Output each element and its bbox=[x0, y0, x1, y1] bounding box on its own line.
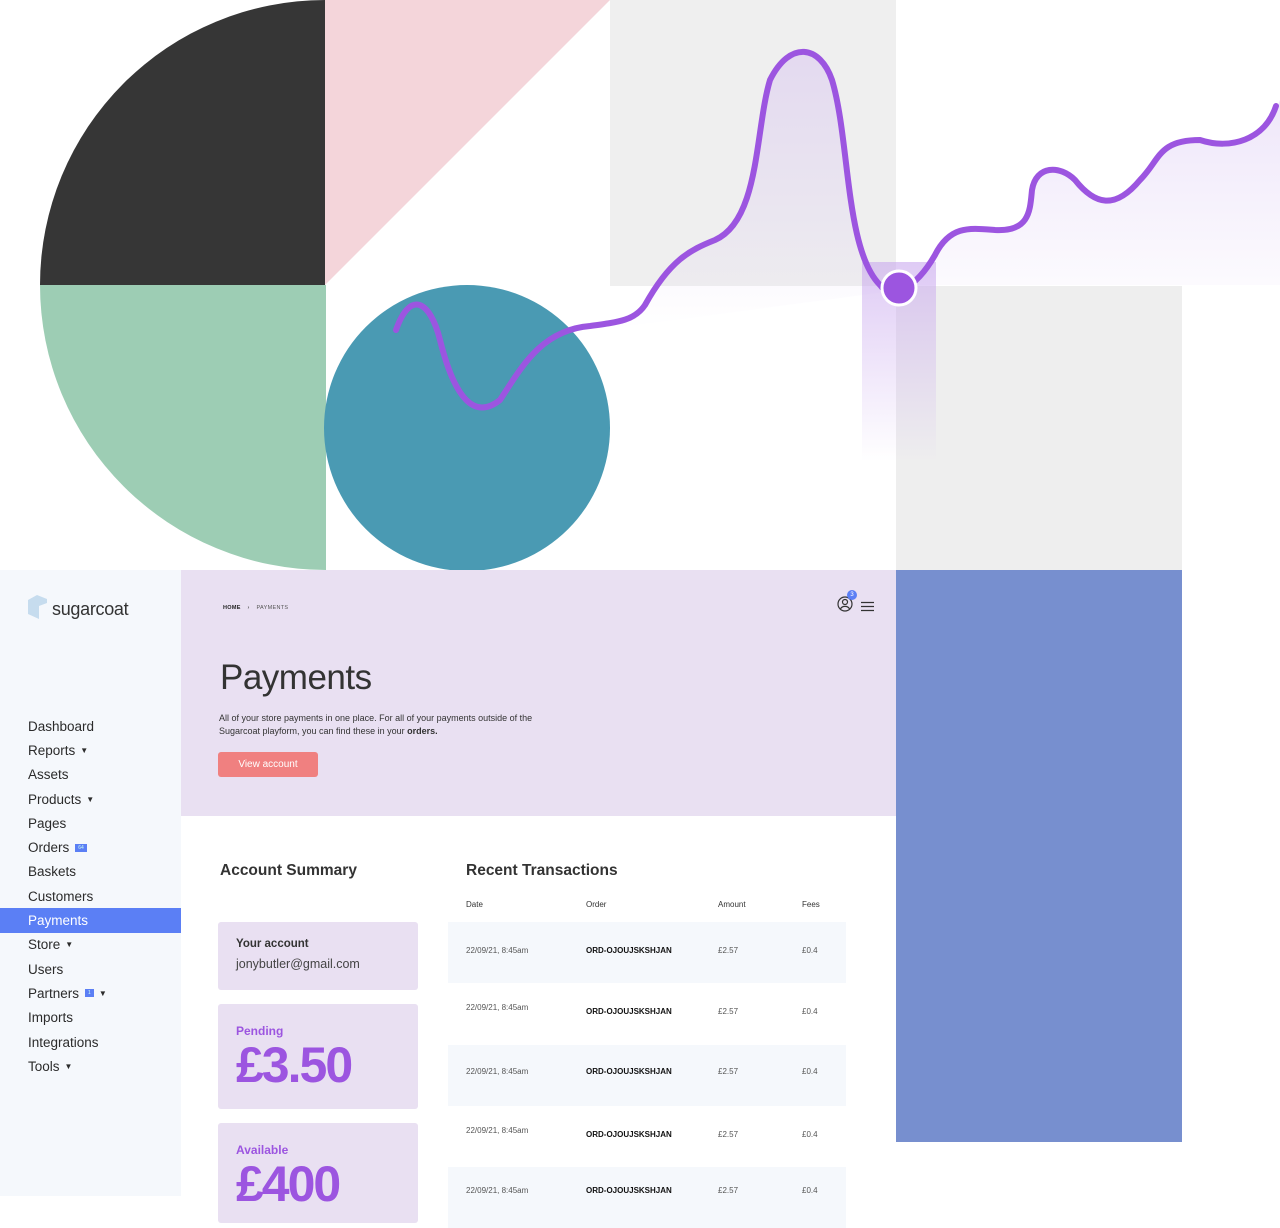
sidebar-item-payments[interactable]: Payments bbox=[0, 908, 181, 933]
sidebar-item-label: Users bbox=[28, 961, 64, 977]
sidebar: sugarcoat Dashboard Reports ▼ Assets Product… bbox=[0, 570, 181, 1196]
account-label: Your account bbox=[236, 938, 309, 950]
sidebar-item-tools[interactable]: Tools ▼ bbox=[0, 1054, 181, 1078]
table-row[interactable]: 22/09/21, 8:45am ORD-OJOUJSKSHJAN £2.57 £0.… bbox=[448, 922, 846, 983]
amount-cell: £2.57 bbox=[718, 1067, 739, 1076]
sidebar-item-users[interactable]: Users bbox=[0, 957, 181, 981]
decorative-blue-panel bbox=[896, 570, 1182, 1142]
table-row[interactable]: 22/09/21, 8:45am ORD-OJOUJSKSHJAN £2.57 £0.… bbox=[448, 983, 846, 1044]
your-account-card: Your account jonybutler@gmail.com bbox=[218, 922, 418, 990]
sugarcoat-logo-icon bbox=[28, 595, 47, 619]
sidebar-item-label: Integrations bbox=[28, 1034, 99, 1050]
orders-link[interactable]: orders. bbox=[407, 726, 438, 736]
sidebar-item-label: Orders bbox=[28, 840, 70, 856]
recent-transactions-title: Recent Transactions bbox=[466, 862, 618, 879]
breadcrumb-current: PAYMENTS bbox=[256, 605, 289, 611]
caret-down-icon: ▼ bbox=[64, 1061, 73, 1071]
hamburger-menu-icon[interactable] bbox=[861, 601, 874, 612]
sidebar-item-products[interactable]: Products ▼ bbox=[0, 787, 181, 811]
sidebar-item-label: Reports bbox=[28, 742, 76, 758]
caret-down-icon: ▼ bbox=[98, 988, 107, 998]
brand-name: sugarcoat bbox=[52, 599, 129, 619]
sidebar-item-pages[interactable]: Pages bbox=[0, 811, 181, 835]
pending-value: £3.50 bbox=[236, 1037, 353, 1093]
breadcrumb-home[interactable]: HOME bbox=[223, 605, 241, 611]
sidebar-item-label: Payments bbox=[28, 913, 89, 929]
available-card: Available £400 bbox=[218, 1123, 418, 1223]
sidebar-item-customers[interactable]: Customers bbox=[0, 884, 181, 908]
sidebar-item-label: Imports bbox=[28, 1010, 74, 1026]
caret-down-icon: ▼ bbox=[86, 794, 95, 804]
available-label: Available bbox=[236, 1143, 289, 1157]
sidebar-item-baskets[interactable]: Baskets bbox=[0, 860, 181, 884]
logo: sugarcoat bbox=[26, 594, 129, 620]
amount-cell: £2.57 bbox=[718, 1130, 739, 1139]
breadcrumb: HOME › PAYMENTS bbox=[223, 605, 288, 611]
sidebar-item-label: Customers bbox=[28, 888, 94, 904]
sidebar-item-label: Dashboard bbox=[28, 718, 95, 734]
column-header-order: Order bbox=[586, 900, 607, 909]
page-header: HOME › PAYMENTS 3 Payments All of your s… bbox=[181, 570, 896, 816]
sidebar-item-orders[interactable]: Orders 64 bbox=[0, 835, 181, 859]
column-header-date: Date bbox=[466, 900, 483, 909]
hero-illustration bbox=[40, 0, 1280, 570]
notification-badge: 3 bbox=[847, 590, 857, 600]
available-value: £400 bbox=[236, 1156, 341, 1212]
order-cell: ORD-OJOUJSKSHJAN bbox=[586, 1186, 672, 1195]
sidebar-item-label: Store bbox=[28, 937, 61, 953]
user-icon bbox=[837, 596, 853, 612]
pending-label: Pending bbox=[236, 1024, 284, 1038]
count-badge: 1 bbox=[85, 989, 94, 998]
date-cell: 22/09/21, 8:45am bbox=[466, 946, 529, 955]
sidebar-item-imports[interactable]: Imports bbox=[0, 1006, 181, 1030]
caret-down-icon: ▼ bbox=[65, 940, 74, 950]
page-description: All of your store payments in one place.… bbox=[219, 713, 533, 736]
date-cell: 22/09/21, 8:45am bbox=[466, 1003, 529, 1012]
sidebar-item-label: Assets bbox=[28, 767, 69, 783]
sidebar-item-partners[interactable]: Partners 1 ▼ bbox=[0, 981, 181, 1005]
date-cell: 22/09/21, 8:45am bbox=[466, 1126, 529, 1135]
amount-cell: £2.57 bbox=[718, 946, 739, 955]
table-row[interactable]: 22/09/21, 8:45am ORD-OJOUJSKSHJAN £2.57 £0.… bbox=[448, 1106, 846, 1167]
order-cell: ORD-OJOUJSKSHJAN bbox=[586, 1130, 672, 1139]
order-cell: ORD-OJOUJSKSHJAN bbox=[586, 1067, 672, 1076]
fees-cell: £0.4 bbox=[802, 1067, 818, 1076]
date-cell: 22/09/21, 8:45am bbox=[466, 1186, 529, 1195]
table-row[interactable]: 22/09/21, 8:45am ORD-OJOUJSKSHJAN £2.57 £0.… bbox=[448, 1167, 846, 1228]
fees-cell: £0.4 bbox=[802, 1130, 818, 1139]
sidebar-item-label: Products bbox=[28, 791, 82, 807]
fees-cell: £0.4 bbox=[802, 1186, 818, 1195]
account-email: jonybutler@gmail.com bbox=[236, 957, 360, 971]
fees-cell: £0.4 bbox=[802, 1007, 818, 1016]
chevron-right-icon: › bbox=[247, 605, 250, 611]
sidebar-item-reports[interactable]: Reports ▼ bbox=[0, 738, 181, 762]
sidebar-item-store[interactable]: Store ▼ bbox=[0, 933, 181, 957]
table-row[interactable]: 22/09/21, 8:45am ORD-OJOUJSKSHJAN £2.57 £0.… bbox=[448, 1045, 846, 1106]
column-header-amount: Amount bbox=[718, 900, 746, 909]
account-summary-title: Account Summary bbox=[220, 862, 357, 879]
caret-down-icon: ▼ bbox=[80, 745, 89, 755]
amount-cell: £2.57 bbox=[718, 1007, 739, 1016]
sidebar-item-label: Tools bbox=[28, 1058, 60, 1074]
sidebar-item-assets[interactable]: Assets bbox=[0, 763, 181, 787]
pending-card: Pending £3.50 bbox=[218, 1004, 418, 1109]
fees-cell: £0.4 bbox=[802, 946, 818, 955]
page-title: Payments bbox=[220, 658, 372, 697]
column-header-fees: Fees bbox=[802, 900, 820, 909]
order-cell: ORD-OJOUJSKSHJAN bbox=[586, 1007, 672, 1016]
sidebar-item-label: Baskets bbox=[28, 864, 77, 880]
sidebar-item-dashboard[interactable]: Dashboard bbox=[0, 714, 181, 738]
count-badge: 64 bbox=[75, 843, 87, 852]
account-button[interactable]: 3 bbox=[837, 590, 857, 617]
amount-cell: £2.57 bbox=[718, 1186, 739, 1195]
sidebar-nav: Dashboard Reports ▼ Assets Products ▼ Pages Ord… bbox=[0, 714, 181, 1078]
sidebar-item-label: Partners bbox=[28, 985, 80, 1001]
date-cell: 22/09/21, 8:45am bbox=[466, 1067, 529, 1076]
order-cell: ORD-OJOUJSKSHJAN bbox=[586, 946, 672, 955]
view-account-button[interactable]: View account bbox=[218, 752, 318, 777]
sidebar-item-integrations[interactable]: Integrations bbox=[0, 1030, 181, 1054]
sidebar-item-label: Pages bbox=[28, 815, 67, 831]
